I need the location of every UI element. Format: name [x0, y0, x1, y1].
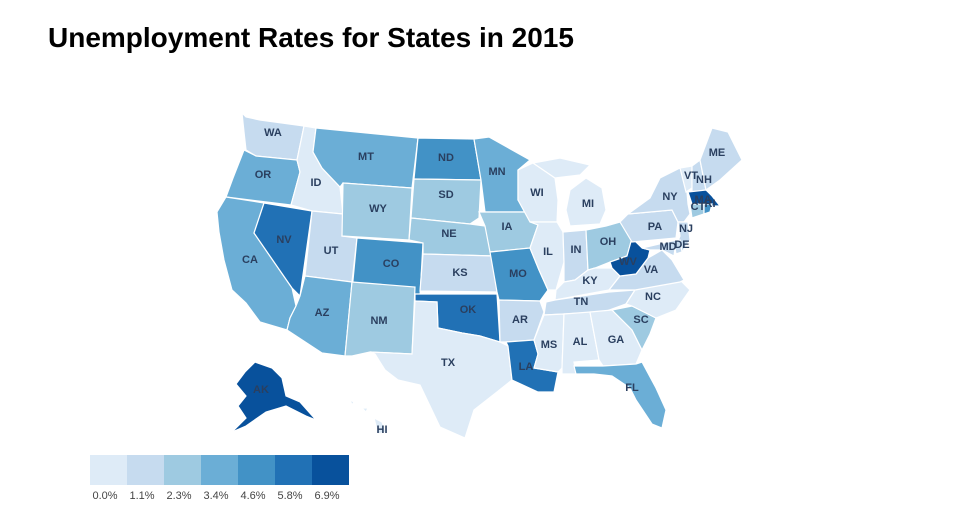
legend-swatch — [164, 455, 201, 485]
label-tx: TX — [441, 357, 456, 369]
label-hi: HI — [377, 424, 388, 436]
label-pa: PA — [648, 221, 663, 233]
label-de: DE — [674, 239, 689, 251]
state-labels: WA OR CA ID NV UT AZ MT WY CO NM ND SD N… — [242, 127, 725, 436]
label-nj: NJ — [679, 223, 693, 235]
label-nc: NC — [645, 291, 661, 303]
map-title: Unemployment Rates for States in 2015 — [48, 22, 574, 53]
legend-tick-label: 3.4% — [203, 490, 229, 502]
state-ny[interactable] — [625, 167, 691, 223]
label-ga: GA — [608, 334, 625, 346]
state-il[interactable] — [529, 221, 565, 291]
label-ri: RI — [705, 198, 716, 210]
label-la: LA — [519, 361, 534, 373]
state-md[interactable] — [641, 239, 677, 257]
label-ny: NY — [662, 191, 678, 203]
state-sd[interactable] — [410, 178, 482, 225]
label-al: AL — [573, 336, 588, 348]
label-sc: SC — [633, 314, 648, 326]
label-nv: NV — [276, 234, 292, 246]
state-nv[interactable] — [253, 202, 313, 298]
legend-tick-label: 5.8% — [277, 490, 303, 502]
label-ne: NE — [441, 228, 456, 240]
label-wv: WV — [619, 256, 637, 268]
label-ms: MS — [541, 339, 558, 351]
legend-swatch — [201, 455, 238, 485]
label-ks: KS — [452, 267, 467, 279]
label-ar: AR — [512, 314, 528, 326]
label-ia: IA — [502, 221, 513, 233]
label-ok: OK — [460, 304, 477, 316]
label-wy: WY — [369, 203, 387, 215]
label-il: IL — [543, 246, 553, 258]
label-mt: MT — [358, 151, 374, 163]
state-fl[interactable] — [573, 361, 667, 429]
state-hi[interactable] — [348, 398, 387, 435]
label-md: MD — [659, 241, 676, 253]
label-ky: KY — [582, 275, 598, 287]
label-ca: CA — [242, 254, 258, 266]
state-tx[interactable] — [369, 300, 513, 439]
label-mn: MN — [488, 166, 505, 178]
label-sd: SD — [438, 189, 453, 201]
label-ma: MA — [694, 194, 711, 206]
label-nm: NM — [370, 315, 387, 327]
legend-swatch — [312, 455, 349, 485]
state-ky[interactable] — [554, 267, 621, 301]
legend-swatch — [90, 455, 127, 485]
legend-tick-label: 6.9% — [314, 490, 340, 502]
state-tn[interactable] — [543, 289, 637, 316]
label-tn: TN — [574, 296, 589, 308]
label-ak: AK — [253, 384, 269, 396]
legend-tick-label: 2.3% — [166, 490, 192, 502]
legend-tick-label: 0.0% — [92, 490, 118, 502]
state-ak[interactable] — [231, 361, 317, 433]
state-mi[interactable] — [565, 177, 607, 227]
label-nh: NH — [696, 174, 712, 186]
label-nd: ND — [438, 152, 454, 164]
label-wa: WA — [264, 127, 282, 139]
label-va: VA — [644, 264, 659, 276]
label-in: IN — [571, 244, 582, 256]
legend-tick-label: 4.6% — [240, 490, 266, 502]
legend-swatch — [275, 455, 312, 485]
label-id: ID — [311, 177, 322, 189]
state-ri[interactable] — [703, 203, 713, 215]
label-wi: WI — [530, 187, 543, 199]
label-me: ME — [709, 147, 726, 159]
legend-swatch — [127, 455, 164, 485]
label-co: CO — [383, 258, 400, 270]
label-or: OR — [255, 169, 272, 181]
label-fl: FL — [625, 382, 639, 394]
label-oh: OH — [600, 236, 617, 248]
legend-tick-label: 1.1% — [129, 490, 155, 502]
label-mi: MI — [582, 198, 594, 210]
state-mi-upper-peninsula[interactable] — [531, 157, 592, 179]
label-mo: MO — [509, 268, 527, 280]
label-vt: VT — [684, 170, 698, 182]
label-az: AZ — [315, 307, 330, 319]
label-ct: CT — [691, 201, 706, 213]
label-ut: UT — [324, 245, 339, 257]
legend-swatch — [238, 455, 275, 485]
